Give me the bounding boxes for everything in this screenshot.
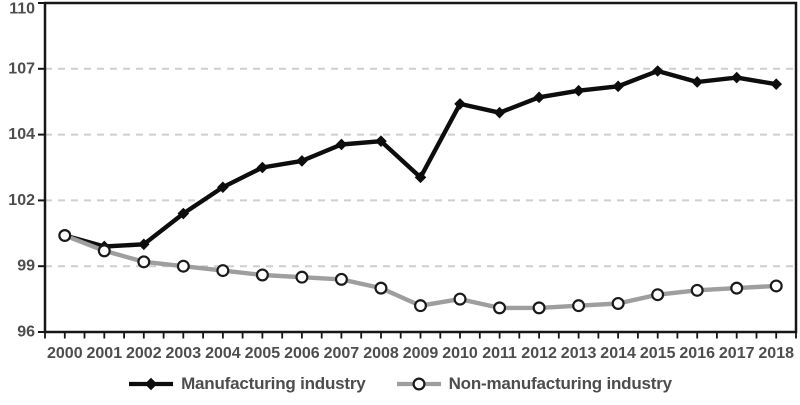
data-point [58,228,72,242]
data-point [493,106,506,119]
x-axis-label: 2005 [245,345,281,362]
x-axis-label: 2000 [47,345,83,362]
x-axis-label: 2007 [324,345,360,362]
series-line [62,233,779,311]
x-axis-label: 2003 [166,345,202,362]
data-point [453,292,467,306]
data-point [335,138,348,151]
data-point [730,71,743,84]
x-axis-label: 2014 [600,345,636,362]
non-manufacturing-legend-line-icon [396,376,441,391]
data-point [532,301,546,315]
chart-legend: Manufacturing industry Non-manufacturing… [0,362,800,405]
legend-item-non-manufacturing: Non-manufacturing industry [396,374,672,394]
data-point [138,238,150,251]
legend-item-manufacturing: Manufacturing industry [128,374,366,394]
chart-svg: 110 107 104 102 99 96 2000 2001 2002 2003 2004 2005… [8,1,798,362]
data-point [137,255,151,269]
data-point [375,135,387,147]
x-axis-label: 2001 [87,345,123,362]
data-point [769,279,783,293]
data-point [177,207,190,220]
x-axis-label: 2018 [758,345,794,362]
x-axis-label: 2002 [126,345,162,362]
diamond-marker-icon [144,377,158,390]
x-axis-label: 2009 [403,345,439,362]
data-point [730,281,744,295]
x-axis-label: 2015 [640,345,676,362]
y-axis-label: 96 [17,324,35,341]
data-point [493,301,507,315]
data-point [296,155,308,167]
data-point [691,76,703,88]
x-axis-label: 2012 [521,345,557,362]
data-point [651,288,665,302]
y-axis-label: 99 [17,258,35,275]
series-line [62,68,779,249]
x-axis-label: 2013 [561,345,597,362]
data-point [414,171,427,184]
data-point [414,299,428,313]
data-point [533,91,545,104]
data-point [217,181,229,194]
data-point [572,84,585,97]
y-axis-label: 102 [8,192,35,209]
legend-label-non-manufacturing: Non-manufacturing industry [448,373,673,393]
x-axis-label: 2017 [719,345,755,362]
data-point [770,78,783,90]
y-axis-label: 107 [8,60,35,77]
open-circle-marker-icon [412,376,426,391]
data-point [255,268,269,282]
x-axis-label: 2011 [482,345,517,362]
data-point [216,264,230,278]
manufacturing-legend-line-icon [129,377,174,390]
data-point [295,270,309,284]
data-point [454,98,466,110]
legend-label-manufacturing: Manufacturing industry [181,373,366,393]
data-point [176,259,190,273]
x-axis-label: 2010 [442,345,478,362]
data-point [334,272,348,286]
x-axis-label: 2016 [679,345,715,362]
data-point [256,161,269,174]
data-point [97,244,111,258]
y-axis-label: 110 [9,1,35,18]
x-axis-label: 2008 [363,345,399,362]
series-non-manufacturing [58,228,783,315]
y-axis-label: 104 [8,126,35,143]
data-point [374,281,388,295]
data-point [651,65,664,77]
plot-border [43,1,798,334]
data-point [612,80,624,93]
data-point [572,299,586,313]
x-axis-label: 2006 [284,345,320,362]
data-point [690,283,704,297]
x-axis-label: 2004 [205,345,241,362]
data-point [611,296,625,310]
series-manufacturing [58,65,783,253]
